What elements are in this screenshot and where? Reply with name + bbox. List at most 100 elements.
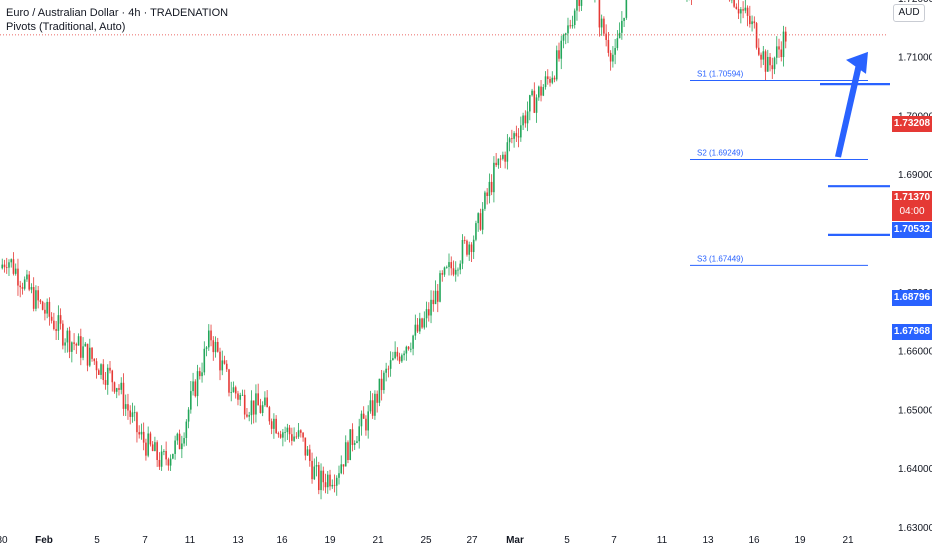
candle-body (733, 0, 735, 7)
candle-body (329, 474, 331, 487)
candle-body (255, 393, 257, 415)
candle-body (374, 393, 376, 416)
candle-body (232, 387, 235, 393)
candle-body (75, 343, 78, 346)
candle-body (37, 290, 39, 301)
candle-body (347, 442, 349, 461)
candle-body (270, 421, 273, 429)
candle-body (618, 32, 621, 39)
candle-body (490, 181, 493, 193)
candle-body (230, 392, 233, 393)
candle-body (472, 239, 475, 253)
candle-body (764, 51, 767, 72)
candle-body (396, 351, 399, 357)
candle-body (344, 442, 347, 467)
candle-body (277, 433, 280, 435)
candle-body (156, 442, 158, 460)
candle-body (129, 410, 132, 417)
candle-body (176, 433, 179, 441)
candle-body (737, 8, 740, 14)
candle-body (538, 86, 540, 98)
indicator-label[interactable]: Pivots (Traditional, Auto) (6, 21, 126, 33)
candle-body (578, 0, 581, 6)
candle-body (520, 125, 522, 138)
candle-body (459, 263, 462, 270)
candle-body (142, 431, 145, 443)
candle-body (91, 347, 93, 359)
candle-body (385, 368, 387, 373)
candle-body (172, 453, 174, 459)
candle-body (111, 370, 114, 383)
candle-body (122, 382, 125, 409)
candle-body (475, 223, 477, 240)
candle-body (147, 433, 149, 456)
candle-body (766, 56, 769, 72)
candle-body (145, 442, 147, 456)
candle-body (378, 378, 381, 403)
candle-body (410, 348, 412, 350)
candle-body (762, 51, 765, 60)
candle-body (199, 371, 201, 377)
candle-body (246, 414, 248, 417)
candle-body (495, 162, 497, 166)
candle-body (529, 95, 531, 112)
candle-body (165, 451, 167, 460)
candle-body (77, 336, 80, 346)
candle-body (580, 0, 583, 6)
current-price-value: 1.71370 (893, 192, 931, 203)
candle-body (102, 364, 105, 381)
candle-body (349, 429, 352, 461)
candle-body (511, 138, 513, 140)
candle-body (454, 269, 457, 275)
candle-body (392, 358, 394, 361)
candle-body (113, 382, 116, 392)
candle-body (427, 309, 430, 316)
candle-body (297, 430, 300, 437)
candle-body (313, 466, 316, 480)
support-3-price-tag: 1.67968 (892, 324, 932, 340)
candle-body (214, 341, 217, 353)
candle-body (124, 404, 127, 409)
candle-body (66, 330, 69, 343)
candle-body (403, 353, 405, 356)
candle-body (120, 382, 123, 390)
candle-body (239, 395, 242, 400)
candle-body (80, 336, 82, 358)
y-tick-label: 1.64000 (898, 464, 932, 475)
candle-body (293, 436, 295, 441)
candle-body (17, 268, 19, 286)
candle-body (560, 40, 563, 59)
currency-button[interactable]: AUD (893, 4, 925, 22)
x-tick-label: 19 (794, 535, 806, 546)
candle-body (551, 77, 554, 83)
candle-body (535, 97, 538, 113)
candle-body (573, 10, 576, 26)
candle-body (450, 262, 453, 269)
candle-body (210, 330, 212, 341)
x-tick-label: 5 (564, 535, 570, 546)
x-tick-label: Feb (35, 535, 53, 546)
candle-body (522, 115, 524, 126)
candle-body (407, 346, 410, 349)
candle-body (181, 443, 183, 450)
candle-body (89, 347, 91, 366)
candle-body (423, 318, 426, 328)
candle-body (282, 432, 284, 438)
candle-body (237, 393, 239, 400)
candle-body (481, 208, 484, 230)
candle-body (207, 330, 210, 348)
candle-body (365, 418, 367, 431)
pivot-label: S3 (1.67449) (697, 254, 744, 263)
candle-body (517, 136, 520, 138)
candle-body (151, 444, 154, 452)
candle-body (73, 342, 75, 344)
candle-body (106, 367, 109, 385)
candle-body (333, 484, 336, 486)
candle-body (32, 287, 35, 309)
x-tick-label: 21 (372, 535, 384, 546)
candle-body (225, 363, 228, 370)
candle-body (268, 407, 271, 422)
candle-body (284, 432, 286, 433)
candle-body (295, 436, 298, 438)
